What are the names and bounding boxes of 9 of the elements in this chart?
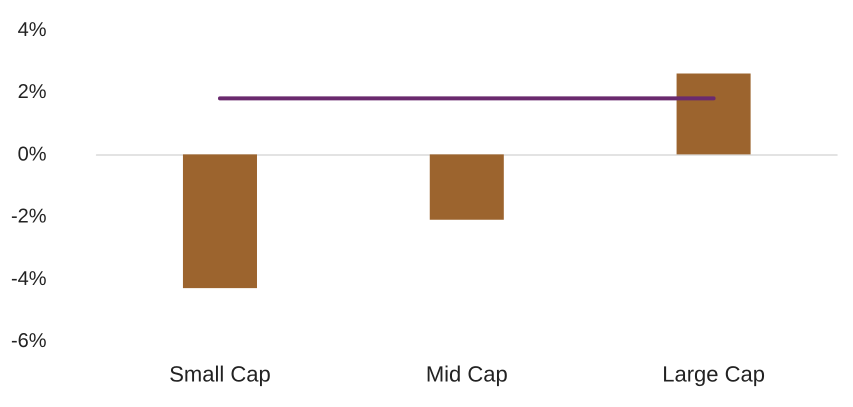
x-tick-label: Small Cap — [169, 362, 271, 386]
x-tick-label: Mid Cap — [426, 362, 508, 386]
y-tick-label: -2% — [10, 206, 47, 228]
y-tick-label: 0% — [18, 143, 47, 166]
y-tick-label: -6% — [10, 330, 47, 352]
y-tick-label: -4% — [10, 268, 47, 290]
x-tick-label: Large Cap — [662, 362, 765, 386]
y-tick-label: 2% — [18, 81, 47, 104]
y-tick-label: 4% — [18, 19, 47, 41]
